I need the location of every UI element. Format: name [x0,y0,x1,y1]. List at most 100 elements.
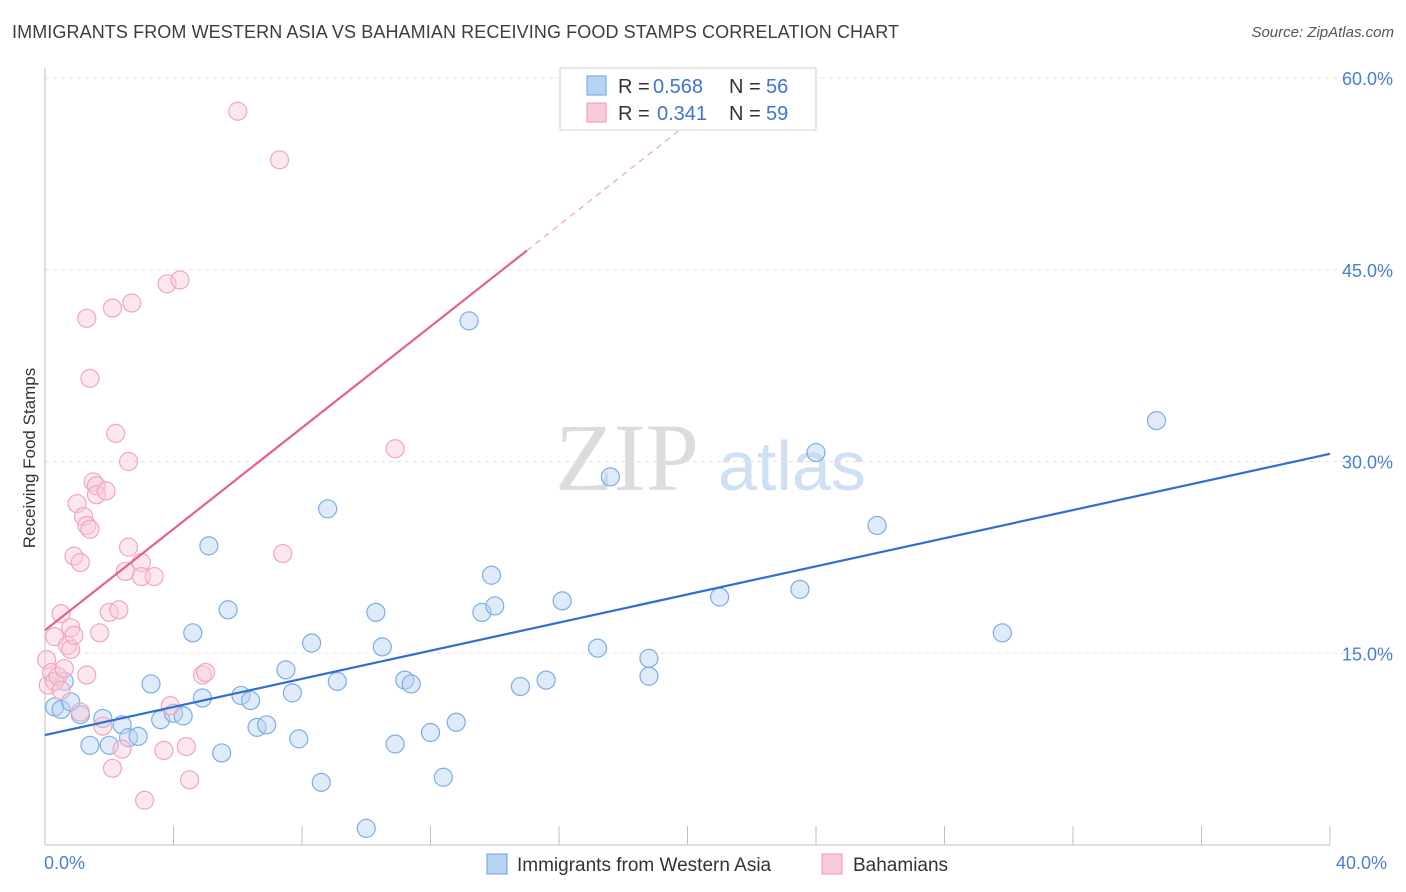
legend-r-value-1: 0.341 [657,103,707,125]
point-western-asia-9 [118,728,139,748]
point-bahamian-42 [154,740,174,761]
bottom-legend-swatch-pink [821,853,843,875]
point-bahamian-43 [157,274,177,294]
points-immigrants-western-asia [45,311,1167,838]
point-bahamian-41 [144,566,164,587]
point-western-asia-32 [366,602,386,622]
legend-n-value-1: 59 [766,103,788,125]
point-bahamian-35 [118,451,139,472]
point-bahamian-30 [102,298,123,318]
legend-r-label-0: R = [618,76,650,98]
point-bahamian-20 [80,519,100,539]
point-bahamian-31 [106,423,126,443]
watermark-atlas: atlas [718,427,866,505]
point-bahamian-49 [196,662,216,683]
x-tick-label-max: 40.0% [1336,853,1387,873]
point-western-asia-27 [302,633,322,653]
point-bahamian-50 [228,101,248,121]
point-bahamian-18 [77,665,97,685]
y-tick-label-15: 15.0% [1342,644,1393,664]
point-bahamian-54 [77,308,97,328]
point-bahamian-24 [86,485,107,505]
bottom-legend: Immigrants from Western Asia Bahamians [486,853,948,876]
point-western-asia-51 [710,587,730,607]
point-bahamian-21 [80,368,100,389]
point-western-asia-46 [552,591,572,611]
point-bahamian-53 [385,439,405,459]
point-bahamian-6 [51,604,71,624]
point-western-asia-18 [212,743,232,763]
bottom-legend-label-0: Immigrants from Western Asia [517,855,772,876]
point-western-asia-25 [282,683,302,703]
grid [45,77,1392,654]
point-bahamian-7 [51,680,71,700]
point-western-asia-15 [183,623,203,643]
point-western-asia-11 [141,674,161,694]
point-bahamian-12 [64,625,84,645]
legend-swatch-blue [586,75,607,96]
point-western-asia-14 [173,706,193,726]
point-western-asia-49 [639,648,659,668]
point-western-asia-36 [401,674,421,694]
point-western-asia-34 [385,734,405,754]
point-bahamian-45 [170,270,190,290]
bottom-legend-swatch-blue [486,853,508,875]
top-legend: R = 0.568 N = 56 R = 0.341 N = 59 [559,67,817,131]
legend-n-label-0: N = [729,76,761,98]
trend-line-western-asia [44,452,1331,737]
point-western-asia-55 [992,623,1012,643]
point-bahamian-47 [179,770,200,790]
point-western-asia-19 [218,600,238,620]
point-western-asia-43 [485,596,505,616]
x-tick-label-min: 0.0% [44,853,85,873]
y-tick-label-60: 60.0% [1342,69,1393,89]
point-western-asia-33 [372,637,392,657]
point-bahamian-52 [273,543,293,564]
point-western-asia-30 [327,671,347,691]
y-axis-title: Receiving Food Stamps [20,368,39,548]
point-bahamian-27 [96,481,116,501]
point-western-asia-23 [257,715,277,735]
point-western-asia-28 [311,772,331,792]
point-western-asia-24 [276,660,296,680]
point-bahamian-8 [54,658,74,679]
point-western-asia-48 [600,467,621,487]
point-bahamian-36 [118,537,139,557]
point-western-asia-56 [1146,410,1167,431]
y-tick-labels: 15.0% 30.0% 45.0% 60.0% [1342,69,1393,664]
legend-r-label-1: R = [618,103,650,125]
point-western-asia-42 [481,565,502,585]
point-western-asia-31 [356,818,376,838]
point-bahamian-29 [102,758,123,778]
point-bahamian-0 [37,650,57,670]
point-bahamian-5 [48,666,68,686]
point-western-asia-54 [867,515,887,536]
y-tick-label-45: 45.0% [1342,261,1393,281]
point-western-asia-52 [790,579,810,599]
chart-title: IMMIGRANTS FROM WESTERN ASIA VS BAHAMIAN… [12,22,900,42]
point-western-asia-5 [80,735,100,755]
point-bahamian-33 [112,739,132,759]
point-bahamian-46 [176,736,196,757]
point-western-asia-16 [192,688,213,708]
point-western-asia-47 [587,638,608,658]
point-bahamian-37 [122,293,142,313]
point-bahamian-16 [70,702,90,722]
legend-n-value-0: 56 [766,76,788,98]
point-western-asia-29 [318,499,338,519]
trend-line-bahamians [44,249,528,632]
point-western-asia-10 [128,726,148,746]
chart-source: Source: ZipAtlas.com [1251,24,1394,41]
watermark: ZIP atlas [555,404,866,511]
point-western-asia-17 [199,536,219,556]
point-western-asia-44 [510,676,531,697]
point-bahamian-40 [134,790,155,810]
point-bahamian-48 [192,665,213,685]
point-bahamian-10 [61,618,81,638]
trend-lines [44,103,1331,737]
legend-swatch-pink [586,102,607,123]
point-western-asia-7 [99,735,119,755]
bottom-legend-label-1: Bahamians [853,855,948,876]
point-western-asia-53 [806,442,826,463]
